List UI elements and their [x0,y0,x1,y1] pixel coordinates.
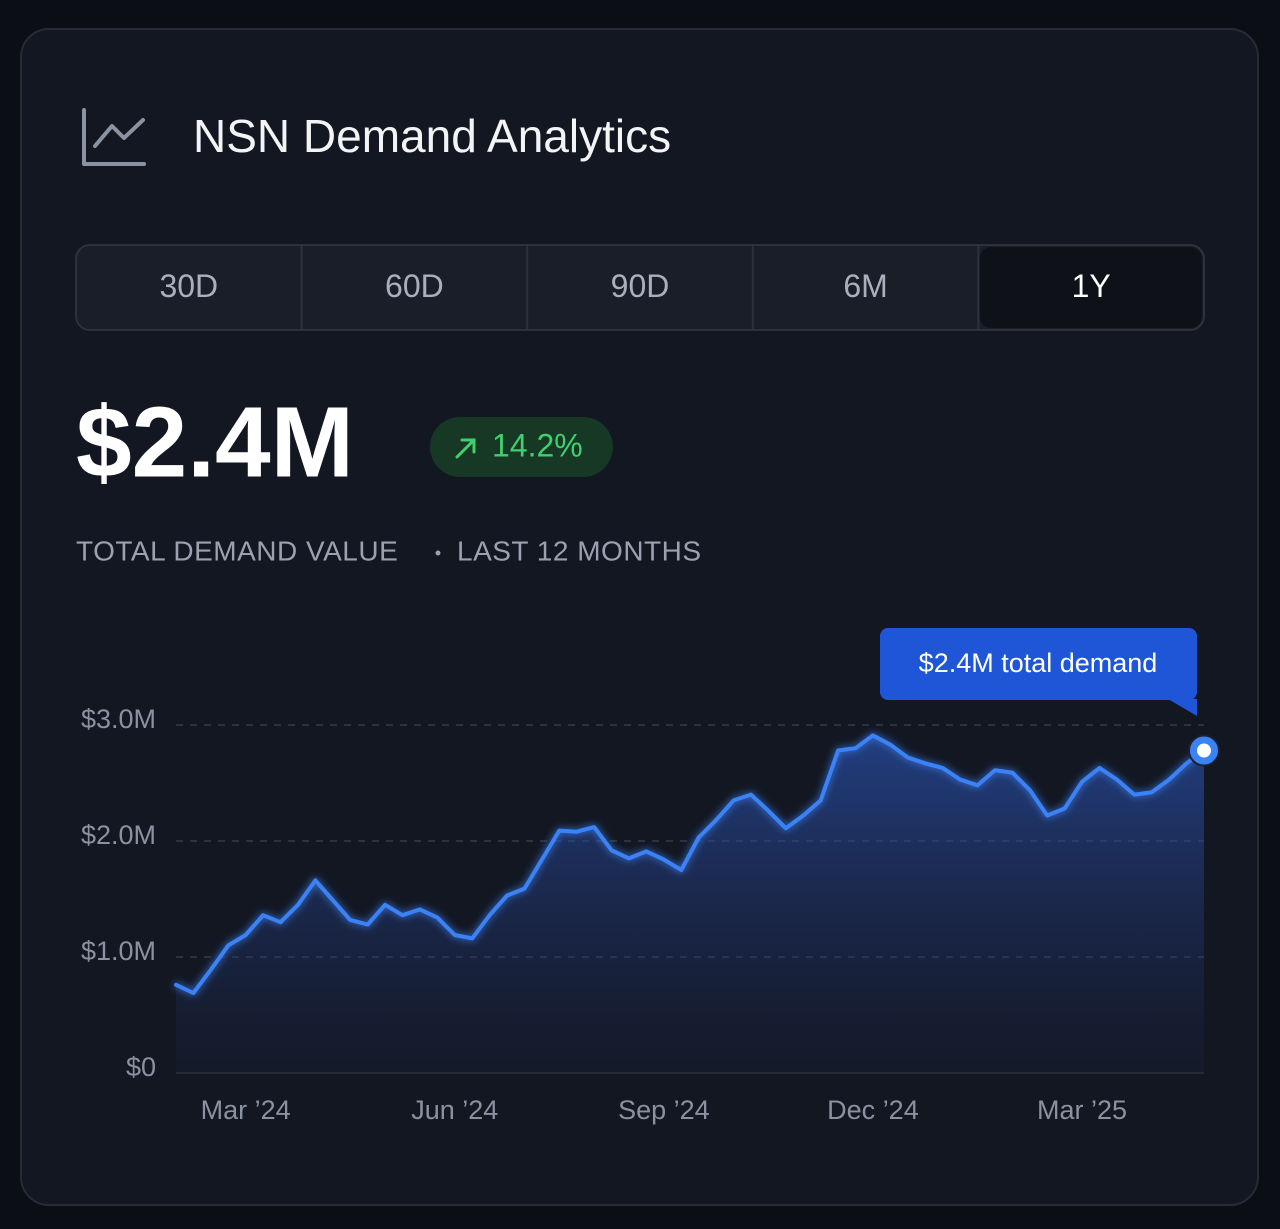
tab[interactable]: 30D [159,268,218,304]
tooltip-caret [1168,699,1197,716]
tab[interactable]: 1Y [1072,268,1111,304]
x-tick-label: Jun ’24 [411,1095,498,1125]
arrow-icon [455,438,476,459]
tab[interactable]: 60D [385,268,444,304]
tooltip-box [880,628,1197,700]
change-value: 14.2% [492,427,583,463]
line [174,733,1206,995]
area [176,735,1204,1073]
y-tick-label: $0 [126,1052,156,1082]
chart-icon [82,108,146,166]
tab-active-bg [979,247,1202,328]
tab[interactable]: 6M [843,268,887,304]
x-tick-label: Sep ’24 [618,1095,710,1125]
x-tick-label: Mar ’25 [1037,1095,1127,1125]
tab[interactable]: 90D [611,268,670,304]
separator-dot [435,550,441,556]
kpi-caption: TOTAL DEMAND VALUE [76,535,398,566]
y-tick-label: $3.0M [81,704,156,734]
x-tick-label: Mar ’24 [201,1095,291,1125]
end-point-core [1197,743,1211,758]
x-tick-label: Dec ’24 [827,1095,919,1125]
tooltip: $2.4M total demand [880,628,1197,716]
change-badge: 14.2% [430,417,613,477]
title: NSN Demand Analytics [193,110,671,162]
tab-bar [75,244,1205,331]
y-tick-label: $2.0M [81,820,156,850]
kpi-value: $2.4M [76,386,354,498]
y-tick-label: $1.0M [81,936,156,966]
kpi-period: LAST 12 MONTHS [457,535,702,566]
tooltip-text: $2.4M total demand [919,648,1158,678]
